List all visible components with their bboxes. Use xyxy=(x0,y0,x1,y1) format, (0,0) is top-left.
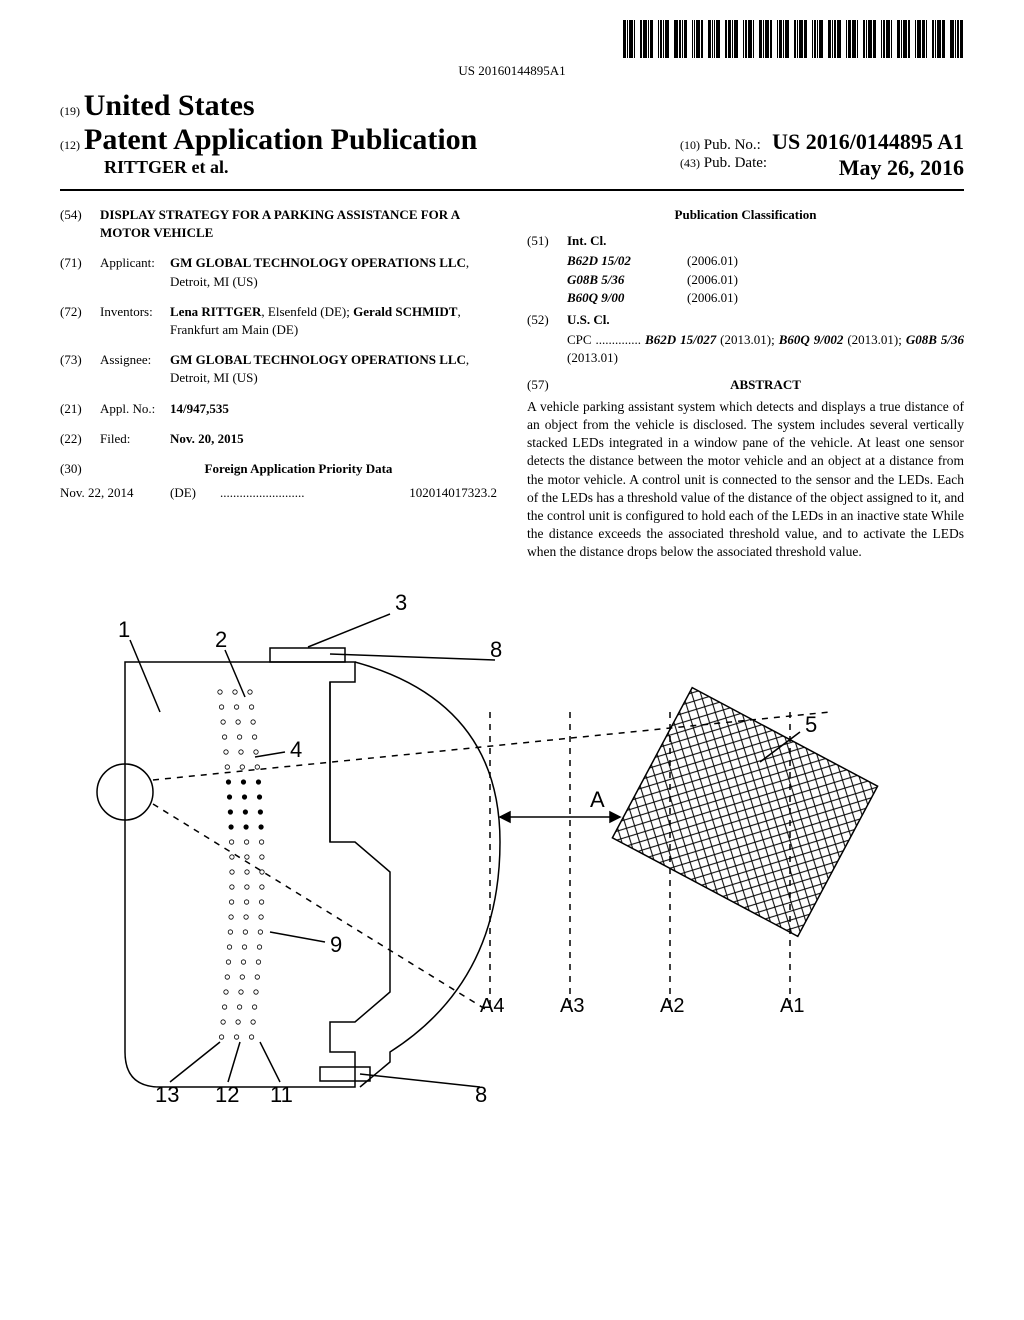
leader-8a xyxy=(330,654,495,660)
pub-date-label: Pub. Date: xyxy=(704,155,767,171)
label-1: 1 xyxy=(118,617,130,642)
leader-11 xyxy=(260,1042,280,1082)
assignee-num: (73) xyxy=(60,351,100,387)
class-date-2: (2006.01) xyxy=(687,289,738,307)
class-code-2: B60Q 9/00 xyxy=(567,289,687,307)
uscl-label: U.S. Cl. xyxy=(567,312,610,327)
class-date-1: (2006.01) xyxy=(687,271,738,289)
arrow-head-right xyxy=(610,812,620,822)
class-row-2: B60Q 9/00 (2006.01) xyxy=(567,289,964,307)
assignee-label: Assignee: xyxy=(100,351,170,387)
biblio-columns: (54) DISPLAY STRATEGY FOR A PARKING ASSI… xyxy=(60,206,964,562)
label-A1: A1 xyxy=(780,995,804,1017)
appl-num-label: (21) xyxy=(60,400,100,418)
sensor-top xyxy=(270,648,345,662)
rear-window-curve xyxy=(355,662,500,1087)
label-9: 9 xyxy=(330,932,342,957)
title-num: (54) xyxy=(60,206,100,242)
class-code-0: B62D 15/02 xyxy=(567,252,687,270)
intcl-label: Int. Cl. xyxy=(567,233,606,248)
classification-heading: Publication Classification xyxy=(527,206,964,224)
header-country: United States xyxy=(84,89,255,122)
inventor1-loc: , Elsenfeld (DE); xyxy=(261,304,349,319)
applicant-name: GM GLOBAL TECHNOLOGY OPERATIONS LLC xyxy=(170,255,466,270)
intcl-num: (51) xyxy=(527,232,567,250)
cpc-label: CPC xyxy=(567,332,592,347)
label-A4: A4 xyxy=(480,995,504,1017)
barcode-region: US 20160144895A1 xyxy=(60,20,964,79)
right-column: Publication Classification (51) Int. Cl.… xyxy=(527,206,964,562)
appl-label: Appl. No.: xyxy=(100,400,170,418)
inventor1-name: Lena RITTGER xyxy=(170,304,261,319)
class-date-0: (2006.01) xyxy=(687,252,738,270)
uscl-num: (52) xyxy=(527,311,567,329)
label-8b: 8 xyxy=(475,1082,487,1107)
sight-line-lower xyxy=(153,804,490,1012)
filed-num: (22) xyxy=(60,430,100,448)
header-authors: RITTGER et al. xyxy=(60,157,477,178)
assignee-name: GM GLOBAL TECHNOLOGY OPERATIONS LLC xyxy=(170,352,466,367)
cpc-text: CPC .............. B62D 15/027 (2013.01)… xyxy=(567,331,964,367)
header-num-10: (10) xyxy=(680,138,700,152)
label-A3: A3 xyxy=(560,995,584,1017)
inventors-label: Inventors: xyxy=(100,303,170,339)
barcode-text: US 20160144895A1 xyxy=(60,63,964,79)
patent-figure: 1 2 3 4 5 8 8 9 11 12 13 A A1 A2 A3 A4 xyxy=(60,582,964,1117)
leader-1 xyxy=(130,640,160,712)
obstacle xyxy=(612,687,877,936)
label-13: 13 xyxy=(155,1082,179,1107)
label-8a: 8 xyxy=(490,637,502,662)
patent-header: (19) United States (12) Patent Applicati… xyxy=(60,89,964,191)
leader-9 xyxy=(270,932,325,942)
priority-heading: Foreign Application Priority Data xyxy=(205,461,393,476)
inventor2-name: Gerald SCHMIDT xyxy=(353,304,457,319)
led-array xyxy=(218,689,264,1038)
arrow-head-left xyxy=(500,812,510,822)
leader-3 xyxy=(308,614,390,647)
header-num-12: (12) xyxy=(60,138,80,152)
leader-12 xyxy=(228,1042,240,1082)
abstract-heading: ABSTRACT xyxy=(730,377,801,392)
filed-date: Nov. 20, 2015 xyxy=(170,431,244,446)
label-3: 3 xyxy=(395,590,407,615)
label-2: 2 xyxy=(215,627,227,652)
barcode-graphic xyxy=(623,20,964,58)
applicant-num: (71) xyxy=(60,254,100,290)
class-row-0: B62D 15/02 (2006.01) xyxy=(567,252,964,270)
class-row-1: G08B 5/36 (2006.01) xyxy=(567,271,964,289)
applicant-label: Applicant: xyxy=(100,254,170,290)
abstract-text: A vehicle parking assistant system which… xyxy=(527,398,964,562)
leader-13 xyxy=(170,1042,220,1082)
priority-app-no: 102014017323.2 xyxy=(409,484,497,502)
label-A2: A2 xyxy=(660,995,684,1017)
appl-no: 14/947,535 xyxy=(170,401,229,416)
priority-date: Nov. 22, 2014 xyxy=(60,484,170,502)
priority-dots: .......................... xyxy=(220,484,409,502)
leader-4 xyxy=(255,752,285,757)
header-num-19: (19) xyxy=(60,104,80,118)
left-column: (54) DISPLAY STRATEGY FOR A PARKING ASSI… xyxy=(60,206,497,562)
doc-type: Patent Application Publication xyxy=(84,123,477,156)
label-5: 5 xyxy=(805,712,817,737)
inventors-num: (72) xyxy=(60,303,100,339)
filed-label: Filed: xyxy=(100,430,170,448)
label-12: 12 xyxy=(215,1082,239,1107)
invention-title: DISPLAY STRATEGY FOR A PARKING ASSISTANC… xyxy=(100,206,497,242)
pub-no: US 2016/0144895 A1 xyxy=(772,129,964,154)
label-11: 11 xyxy=(270,1082,293,1107)
priority-country: (DE) xyxy=(170,484,220,502)
class-code-1: G08B 5/36 xyxy=(567,271,687,289)
figure-svg: 1 2 3 4 5 8 8 9 11 12 13 A A1 A2 A3 A4 xyxy=(60,582,910,1112)
abstract-num: (57) xyxy=(527,376,567,394)
pub-date: May 26, 2016 xyxy=(839,155,964,181)
header-num-43: (43) xyxy=(680,156,700,170)
label-4: 4 xyxy=(290,737,302,762)
leader-8b xyxy=(360,1074,480,1087)
label-A: A xyxy=(590,787,605,812)
priority-num: (30) xyxy=(60,460,100,478)
pub-no-label: Pub. No.: xyxy=(704,137,761,153)
vehicle-outline xyxy=(125,662,390,1087)
